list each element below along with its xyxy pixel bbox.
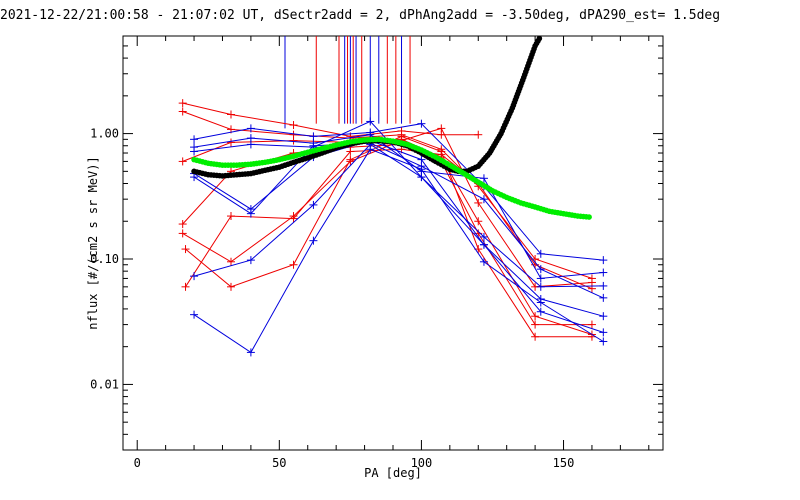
series-line	[193, 148, 604, 354]
series-line	[182, 143, 592, 326]
x-tick-label: 100	[411, 456, 433, 470]
series-line	[194, 123, 604, 261]
series-line	[182, 102, 479, 137]
y-axis: 0.01 0.10 1.00	[90, 35, 663, 451]
plot-frame	[122, 35, 664, 451]
series-line	[182, 138, 593, 335]
series-line	[194, 134, 604, 279]
x-tick-label: 150	[553, 456, 575, 470]
x-axis-label: PA [deg]	[364, 466, 422, 480]
fit-point	[586, 214, 592, 220]
series-line	[182, 111, 593, 279]
y-tick-label: 0.01	[90, 377, 119, 391]
x-axis: 0 50 100 150	[134, 36, 650, 470]
y-axis-label: nflux [#/(cm2 s sr MeV)]	[86, 156, 100, 329]
series-line	[193, 140, 604, 317]
fit-point	[536, 36, 543, 42]
series-line	[194, 120, 604, 288]
error-bars	[284, 36, 411, 129]
series-line	[193, 143, 604, 333]
chart-title: 2021-12-22/21:00:58 - 21:07:02 UT, dSect…	[0, 8, 720, 23]
data-series	[178, 99, 608, 357]
series-line	[185, 148, 593, 290]
series-line	[193, 142, 604, 299]
x-tick-label: 0	[134, 456, 141, 470]
y-tick-label: 0.10	[90, 252, 119, 266]
y-tick-label: 1.00	[90, 127, 119, 141]
fit-curves	[191, 36, 592, 220]
x-tick-label: 50	[272, 456, 286, 470]
